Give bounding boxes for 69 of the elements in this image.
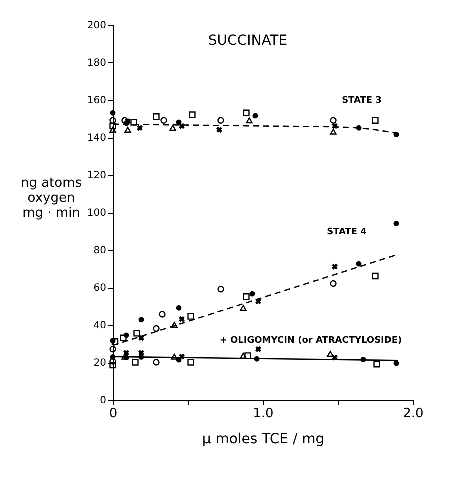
point — [372, 117, 379, 124]
point — [179, 316, 185, 322]
point — [132, 359, 139, 366]
x-tick-label: 0 — [109, 406, 118, 422]
point — [250, 291, 256, 297]
point — [330, 280, 337, 288]
point — [159, 311, 166, 318]
point — [110, 346, 116, 353]
point — [372, 272, 379, 280]
point — [330, 117, 337, 124]
y-tick-label: 100 — [87, 208, 106, 219]
point — [153, 325, 160, 332]
point — [137, 125, 143, 132]
y-tick-label: 20 — [94, 358, 106, 369]
point — [216, 127, 222, 133]
annotation: STATE 3 — [342, 96, 382, 106]
point — [330, 128, 337, 135]
point — [170, 125, 176, 132]
y-tick-label: 200 — [87, 20, 106, 32]
point — [394, 221, 400, 226]
point — [243, 110, 250, 116]
point — [176, 305, 182, 311]
point — [252, 113, 258, 119]
point — [244, 352, 252, 360]
point — [218, 117, 224, 124]
point — [134, 330, 140, 337]
y-tick-label: 180 — [87, 58, 106, 69]
point — [356, 261, 362, 267]
point — [153, 114, 160, 120]
point — [243, 294, 250, 300]
point — [189, 112, 196, 118]
y-tick-label: 120 — [87, 170, 106, 182]
point — [125, 118, 131, 124]
point — [160, 117, 168, 124]
point — [332, 264, 338, 270]
point — [112, 338, 119, 346]
point — [188, 359, 194, 366]
point — [171, 322, 178, 328]
point — [327, 351, 334, 358]
point — [153, 359, 160, 366]
y-tick-label: 60 — [94, 283, 106, 294]
point — [110, 122, 116, 130]
y-tick-label: 80 — [94, 246, 106, 256]
y-tick-label: 160 — [87, 96, 106, 106]
point — [188, 313, 194, 320]
point — [240, 305, 247, 312]
point — [110, 362, 116, 369]
annotation: STATE 4 — [327, 227, 367, 238]
point — [138, 317, 144, 323]
y-tick-label: 0 — [100, 396, 106, 406]
y-tick-label: 140 — [87, 133, 106, 144]
point — [110, 117, 116, 124]
point — [120, 334, 127, 342]
point — [138, 335, 144, 342]
point — [130, 119, 138, 126]
point — [374, 361, 380, 368]
point — [218, 286, 224, 293]
point — [124, 350, 130, 356]
point — [124, 127, 132, 133]
point — [246, 118, 253, 124]
y-tick-label: 40 — [94, 320, 106, 332]
y-axis-title: ng atoms oxygen mg · min — [20, 176, 82, 221]
x-tick-label: 1.0 — [253, 406, 274, 422]
point — [256, 346, 262, 352]
x-tick-label: 2.0 — [403, 406, 424, 422]
point — [110, 110, 116, 116]
x-axis-title: μ moles TCE / mg — [202, 432, 325, 448]
text: SUCCINATE — [208, 33, 288, 49]
annotation: + OLIGOMYCIN (or ATRACTYLOSIDE) — [220, 336, 402, 346]
